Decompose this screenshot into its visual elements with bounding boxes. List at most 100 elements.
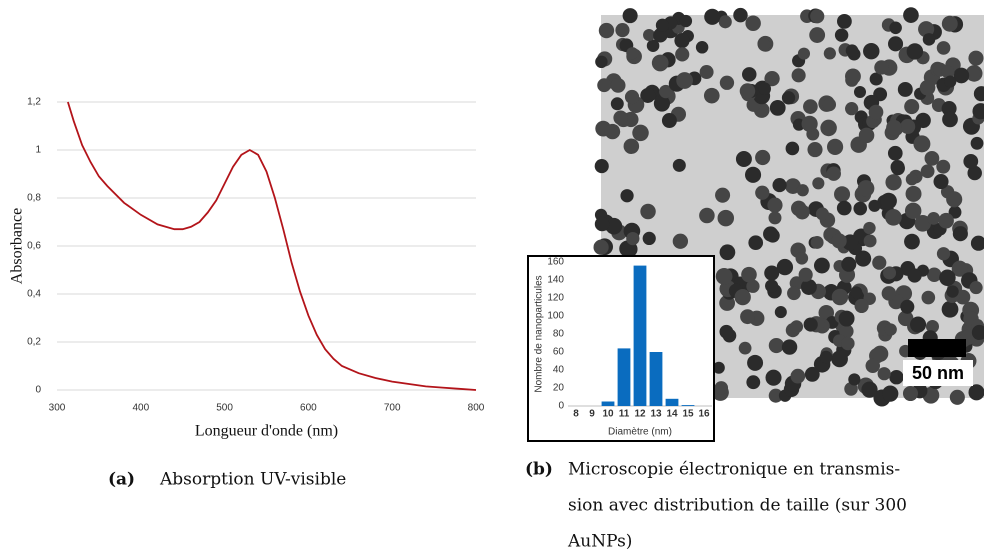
x-tick-label: 300 <box>49 403 66 414</box>
particle <box>855 250 872 267</box>
x-tick-label: 16 <box>698 409 710 420</box>
particle <box>845 68 861 85</box>
particle <box>719 324 734 339</box>
caption-text: Microscopie électronique en transmis- <box>568 460 900 480</box>
particle <box>767 197 783 213</box>
particle <box>941 300 959 318</box>
particle <box>853 85 867 98</box>
particle <box>927 211 940 225</box>
particle <box>674 33 690 49</box>
particle <box>936 41 951 55</box>
y-tick-label: 0 <box>35 385 41 396</box>
particle <box>944 75 957 88</box>
scale-bar-label: 50 nm <box>912 363 964 383</box>
particle <box>787 286 801 301</box>
y-tick-label: 60 <box>553 347 565 358</box>
particle <box>904 99 920 115</box>
particle <box>790 320 804 334</box>
particle <box>854 298 869 314</box>
particle <box>953 67 970 84</box>
particle <box>719 244 736 261</box>
particle <box>868 104 884 120</box>
y-tick-label: 160 <box>547 257 564 268</box>
particle <box>703 87 720 104</box>
particle <box>695 41 709 54</box>
particle <box>813 257 830 274</box>
particle <box>841 256 857 272</box>
particle <box>903 7 919 23</box>
particle <box>844 382 858 396</box>
particle <box>922 33 936 46</box>
x-tick-label: 15 <box>682 409 694 420</box>
particle <box>772 178 787 193</box>
particle <box>819 350 833 364</box>
particle <box>968 50 984 66</box>
y-tick-label: 140 <box>547 275 564 286</box>
particle <box>863 221 876 235</box>
particle <box>936 159 951 174</box>
particle <box>807 142 823 158</box>
particle <box>868 199 881 212</box>
particle <box>952 226 968 242</box>
particle <box>640 203 656 220</box>
bar <box>681 405 695 406</box>
particle <box>885 209 902 226</box>
particle <box>624 89 640 105</box>
particle <box>676 72 694 89</box>
particle <box>659 84 673 99</box>
particle <box>768 337 784 354</box>
particle <box>755 149 771 166</box>
particle <box>765 369 782 386</box>
particle <box>646 39 660 53</box>
particle <box>651 54 669 72</box>
x-tick-label: 8 <box>573 409 579 420</box>
caption-label: (b) <box>525 460 553 480</box>
particle <box>796 184 809 197</box>
x-axis-title: Diamètre (nm) <box>608 427 672 438</box>
particle <box>801 115 818 133</box>
bar <box>665 398 679 406</box>
particle <box>848 373 861 386</box>
particle <box>640 87 656 103</box>
particle <box>765 228 780 243</box>
bar <box>617 348 631 406</box>
particle <box>776 258 794 276</box>
particle <box>845 44 859 57</box>
particle <box>820 119 837 137</box>
particle <box>745 166 762 183</box>
particle <box>798 267 813 282</box>
particle <box>845 102 859 116</box>
particle <box>900 119 916 135</box>
particle <box>717 209 735 227</box>
particle <box>831 233 847 249</box>
particle <box>973 86 984 102</box>
particle <box>967 165 982 181</box>
particle <box>718 15 732 29</box>
particle <box>748 235 764 251</box>
particle <box>741 266 757 283</box>
particle <box>620 189 634 203</box>
particle <box>902 385 919 402</box>
particle <box>746 279 760 293</box>
y-axis-title: Nombre de nanoparticules <box>534 275 545 392</box>
particle <box>791 68 806 83</box>
particle <box>653 95 671 112</box>
particle <box>969 281 983 295</box>
caption-text: sion avec distribution de taille (sur 30… <box>568 496 907 516</box>
particle <box>877 367 891 381</box>
particle <box>919 79 936 96</box>
x-tick-label: 400 <box>132 403 149 414</box>
particle <box>815 207 829 221</box>
particle <box>785 141 800 156</box>
particle <box>853 201 868 216</box>
particle <box>714 381 729 395</box>
particle <box>598 22 615 39</box>
particle <box>672 233 689 249</box>
particle <box>826 166 841 181</box>
particle <box>826 138 844 155</box>
particle <box>936 247 951 261</box>
y-tick-label: 0,2 <box>27 337 41 348</box>
particle <box>823 47 836 60</box>
particle <box>885 174 902 191</box>
